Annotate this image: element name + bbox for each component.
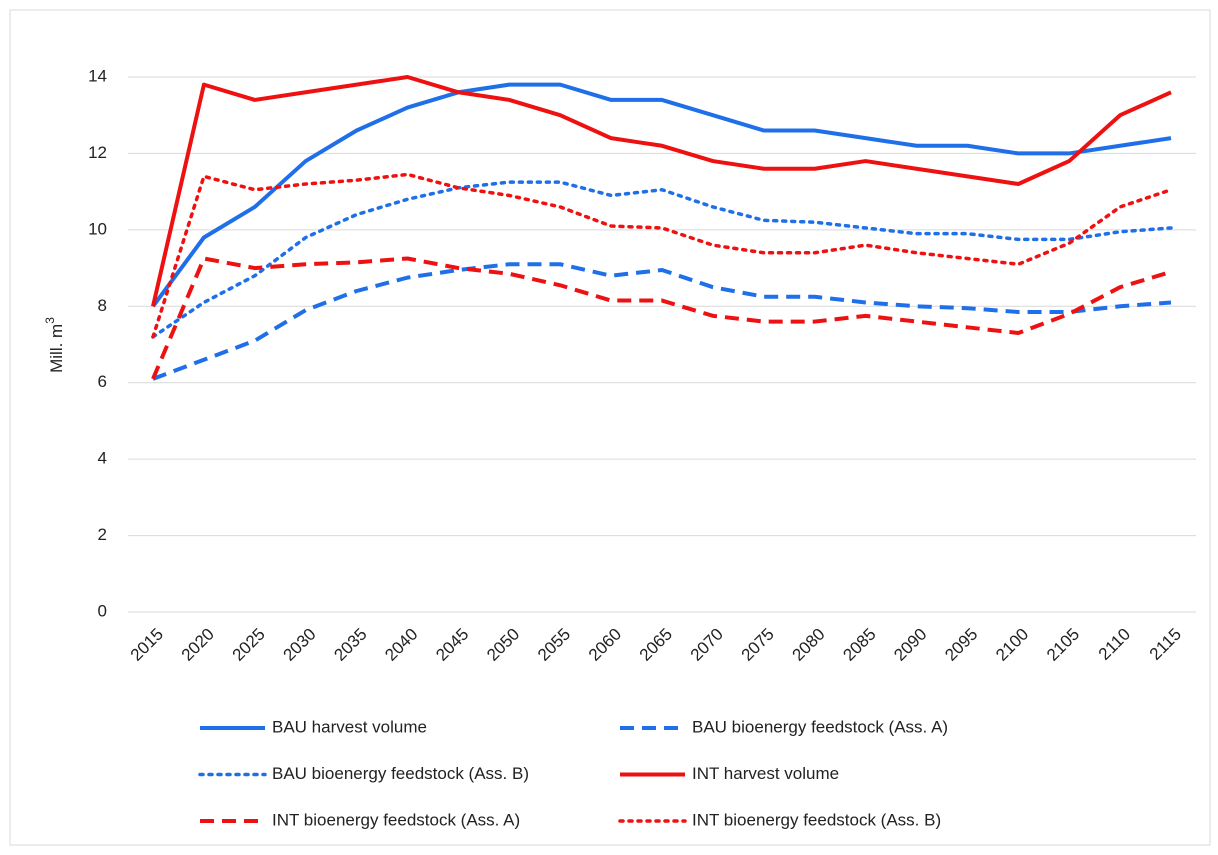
y-tick-label: 2 <box>98 525 107 544</box>
y-tick-label: 8 <box>98 296 107 315</box>
y-label-sup: 3 <box>43 317 57 324</box>
series-line <box>151 256 1172 380</box>
series-line <box>152 262 1172 381</box>
y-tick-label: 6 <box>98 372 107 391</box>
y-tick-label: 12 <box>88 143 107 162</box>
y-axis-label: Mill. m3 <box>43 317 66 373</box>
series-line <box>151 82 1172 308</box>
legend-label: BAU bioenergy feedstock (Ass. B) <box>272 764 529 783</box>
legend-label: INT bioenergy feedstock (Ass. A) <box>272 810 520 829</box>
legend-label: INT harvest volume <box>692 764 839 783</box>
y-tick-label: 10 <box>88 219 107 238</box>
y-tick-label: 0 <box>98 601 107 620</box>
series-line <box>151 180 1173 339</box>
series-line <box>151 75 1172 307</box>
y-tick-label: 14 <box>88 66 107 85</box>
y-tick-label: 4 <box>98 449 107 468</box>
chart-border <box>9 9 1211 846</box>
legend-label: BAU bioenergy feedstock (Ass. A) <box>692 717 948 736</box>
legend-label: BAU harvest volume <box>272 717 427 736</box>
y-label-main: Mill. m <box>47 324 66 373</box>
legend-label: INT bioenergy feedstock (Ass. B) <box>692 810 941 829</box>
series-line <box>151 172 1173 339</box>
